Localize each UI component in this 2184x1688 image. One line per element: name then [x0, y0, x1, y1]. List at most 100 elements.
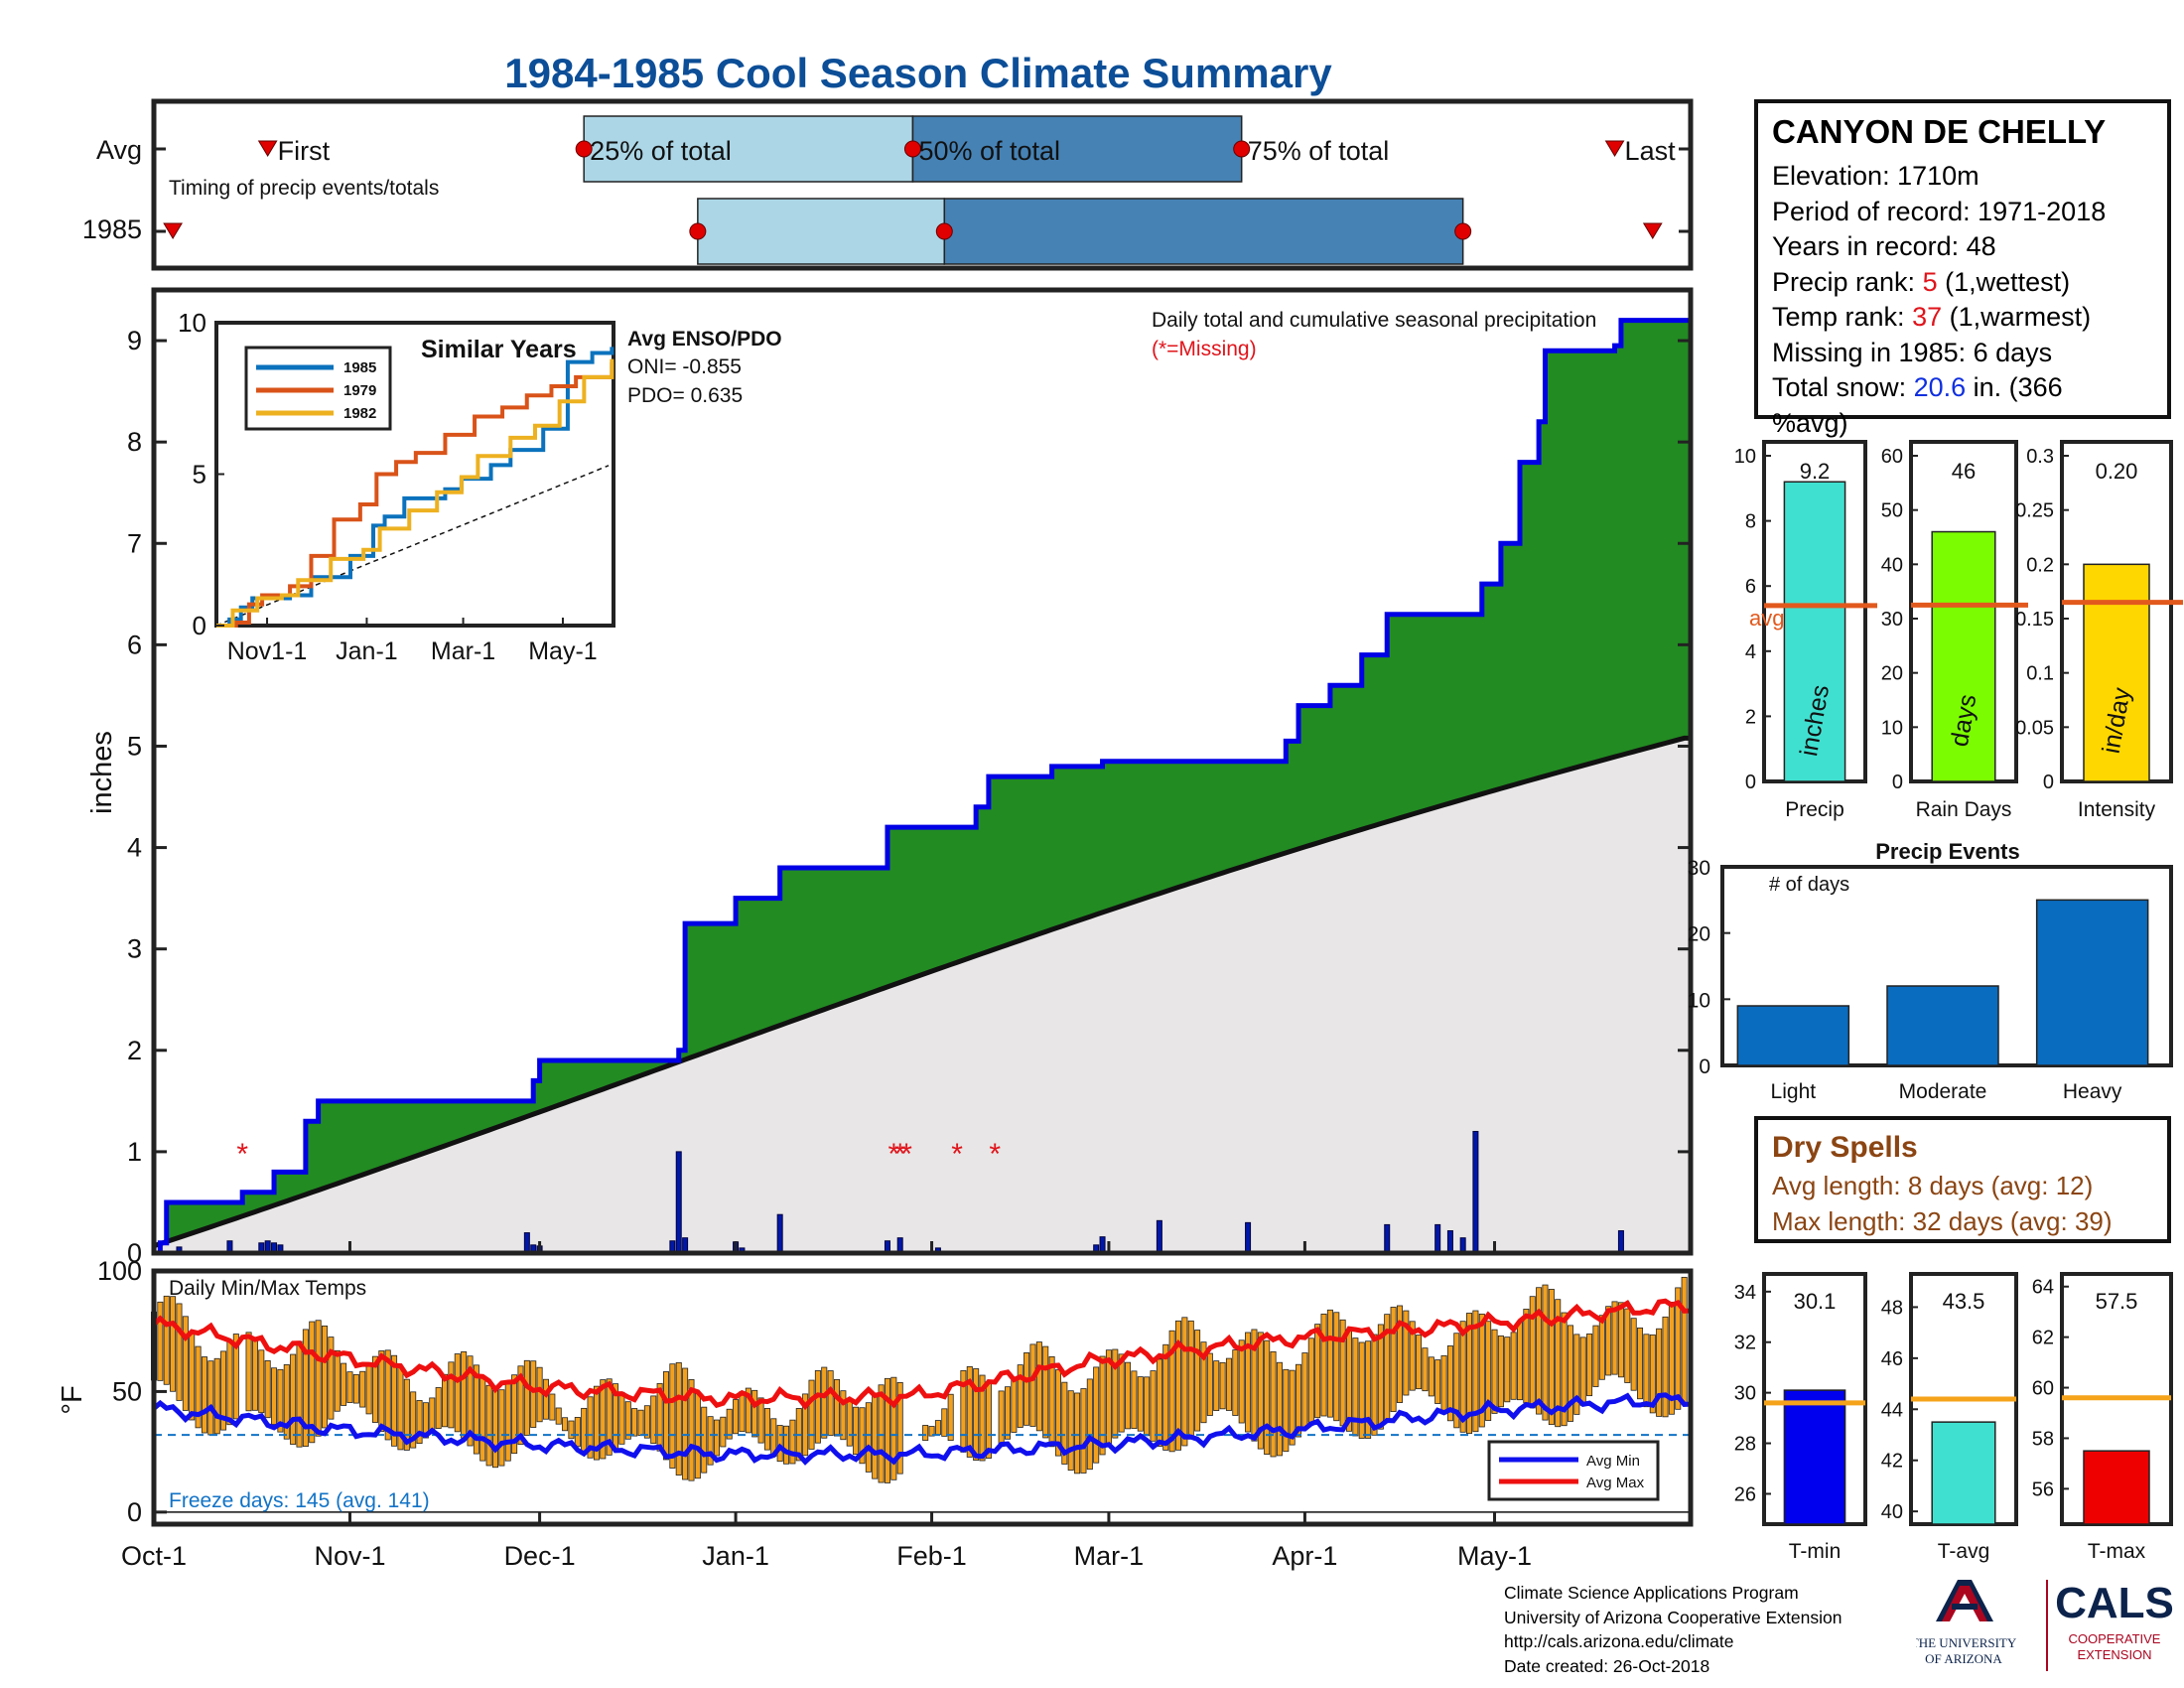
daily-temp-bar	[663, 1371, 670, 1461]
daily-temp-bar	[201, 1356, 207, 1434]
daily-temp-bar	[1131, 1370, 1138, 1430]
temp-y-axis: 0 50 100	[97, 1256, 167, 1527]
daily-temp-bar	[321, 1325, 328, 1429]
timing-box-avg-q50-q75	[911, 115, 1243, 183]
daily-temp-bar	[1283, 1368, 1290, 1453]
daily-temp-bar	[511, 1374, 518, 1455]
daily-temp-bar	[1409, 1321, 1416, 1391]
timing-dot-1985-q25	[689, 222, 707, 240]
temp-legend: Avg Min Avg Max	[1487, 1440, 1660, 1501]
daily-temp-bar	[1137, 1376, 1144, 1432]
daily-temp-bar	[720, 1416, 727, 1448]
daily-temp-bar	[213, 1357, 220, 1435]
daily-temp-bar	[1466, 1313, 1473, 1435]
daily-temp-bar	[334, 1349, 341, 1412]
daily-temp-bar	[1314, 1324, 1321, 1419]
daily-temp-bar	[1453, 1333, 1460, 1429]
daily-temp-bar	[694, 1393, 701, 1479]
rain-days-y-tick-label: 60	[1881, 446, 1903, 468]
timing-label-last: Last	[1625, 136, 1677, 166]
temp-y-tick-label: 50	[112, 1376, 142, 1406]
precip-y-tick-label: 2	[1745, 706, 1756, 728]
daily-temp-bar	[315, 1320, 322, 1437]
t-avg-y-tick-label: 46	[1881, 1348, 1903, 1370]
daily-temp-bar	[1061, 1381, 1068, 1465]
credit-line-date: Date created: 26-Oct-2018	[1504, 1655, 1710, 1676]
daily-temp-bar	[1485, 1321, 1492, 1421]
daily-temp-bar	[562, 1417, 569, 1432]
daily-temp-bar	[1074, 1392, 1081, 1475]
daily-temp-bar	[1643, 1334, 1650, 1408]
temp-y-tick-label: 100	[97, 1256, 142, 1286]
x-axis-month-labels: Oct-1 Nov-1 Dec-1 Jan-1 Feb-1 Mar-1 Apr-1 May-1	[121, 1241, 1532, 1571]
temp-marks	[150, 1276, 1692, 1513]
similar-x-tick-label: Mar-1	[431, 637, 495, 665]
daily-temp-bar	[979, 1374, 986, 1462]
precip-y-tick-label: 5	[127, 731, 142, 761]
daily-temp-bar	[391, 1354, 398, 1447]
daily-precip-bar	[776, 1213, 783, 1254]
daily-precip-bar	[1472, 1130, 1479, 1254]
average-cumulative-line	[153, 735, 1691, 1249]
event-bar-light	[1736, 1005, 1850, 1066]
event-bar-moderate	[1886, 985, 1999, 1066]
daily-temp-bar	[776, 1425, 783, 1463]
daily-temp-bar	[1403, 1310, 1410, 1396]
daily-temp-bar	[442, 1373, 449, 1428]
t-avg-y-tick-label: 42	[1881, 1451, 1903, 1473]
intensity-y-tick-label: 0.3	[2026, 446, 2054, 468]
daily-temp-bar	[1099, 1355, 1106, 1456]
daily-temp-bar	[1472, 1310, 1479, 1433]
temp-rank-value: 37	[1912, 302, 1943, 332]
daily-temp-bar	[1390, 1307, 1397, 1413]
daily-temp-bar	[1624, 1308, 1631, 1383]
daily-temp-bar	[821, 1366, 828, 1439]
daily-temp-bar	[264, 1360, 271, 1419]
precip-y-tick-label: 8	[1745, 511, 1756, 533]
daily-temp-bar	[733, 1399, 740, 1435]
precip-category-label: Precip	[1785, 798, 1844, 821]
missing-day-marker: *	[951, 1138, 963, 1171]
daily-temp-bar	[1656, 1328, 1663, 1417]
daily-temp-bar	[1428, 1356, 1434, 1397]
snow-note: in. (366	[1966, 372, 2063, 402]
temperature-summary-panels: 30.1 T-min 26 28 30 32 34 43.5 T-avg 40 42 44 46 48 57…	[1734, 1272, 2173, 1563]
figure-title: 1984-1985 Cool Season Climate Summary	[504, 50, 1332, 96]
daily-precip-bar	[1384, 1223, 1391, 1254]
precip-y-tick-label: 6	[127, 630, 142, 659]
t-max-category-label: T-max	[2088, 1540, 2146, 1563]
daily-temp-bar	[1219, 1361, 1226, 1410]
daily-temp-bar	[757, 1397, 764, 1444]
daily-temp-bar	[1377, 1324, 1384, 1430]
daily-temp-bar	[232, 1334, 239, 1420]
daily-temp-bar	[182, 1316, 189, 1411]
daily-temp-bar	[371, 1355, 378, 1423]
event-category-label: Light	[1771, 1080, 1817, 1103]
x-tick-label: Feb-1	[896, 1541, 967, 1571]
dry-spells-max: Max length: 32 days (avg: 39)	[1772, 1206, 2113, 1236]
station-years: Years in record: 48	[1772, 231, 1996, 261]
block-a-icon	[1936, 1580, 1993, 1621]
timing-dot-1985-q50	[935, 222, 953, 240]
precip-marks: * *** * *	[153, 318, 1691, 1256]
legend-label-1982: 1982	[343, 405, 376, 422]
daily-temp-bar	[934, 1420, 941, 1436]
t-avg-y-tick-label: 48	[1881, 1297, 1903, 1319]
daily-temp-bar	[226, 1341, 233, 1426]
daily-temp-bar	[890, 1376, 897, 1480]
missing-day-marker: *	[989, 1138, 1001, 1171]
similar-y-tick-label: 5	[193, 460, 206, 490]
daily-temp-bar	[1567, 1325, 1573, 1422]
daily-temp-bar	[277, 1368, 284, 1433]
station-period: Period of record: 1971-2018	[1772, 196, 2107, 226]
legend-label-1985: 1985	[343, 359, 376, 376]
daily-temp-bar	[624, 1401, 631, 1440]
x-tick-label: Dec-1	[504, 1541, 576, 1571]
daily-temp-bar	[1112, 1348, 1119, 1439]
daily-temp-bar	[1118, 1353, 1125, 1433]
timing-label-q50: 50% of total	[918, 136, 1060, 166]
precip-frame	[151, 287, 1694, 1256]
dry-spells-title: Dry Spells	[1772, 1131, 1918, 1164]
enso-title: Avg ENSO/PDO	[627, 328, 782, 351]
daily-temp-bar	[675, 1361, 682, 1476]
